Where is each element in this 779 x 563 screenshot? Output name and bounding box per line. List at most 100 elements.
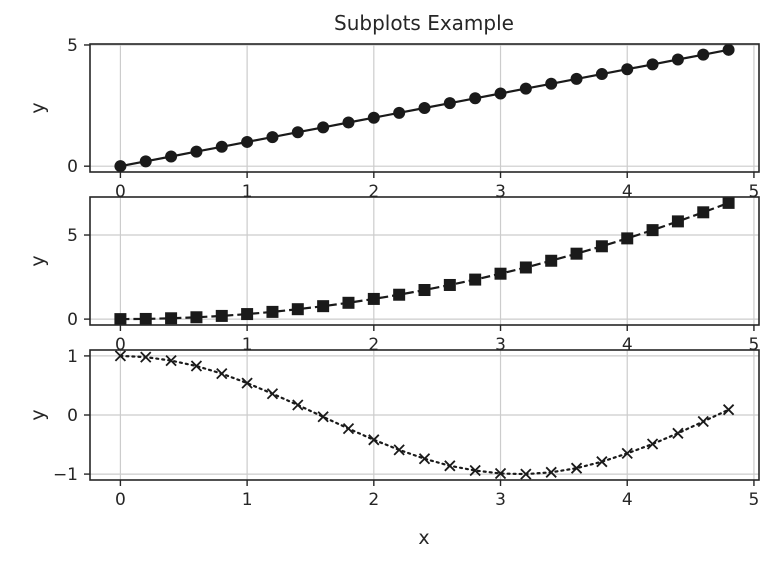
data-point bbox=[646, 438, 659, 450]
data-point bbox=[621, 232, 634, 245]
data-point bbox=[292, 399, 304, 411]
y-axis-label: y bbox=[27, 102, 49, 113]
data-point bbox=[342, 422, 355, 435]
x-tick-label: 3 bbox=[495, 182, 506, 202]
x-tick-label: 1 bbox=[242, 490, 253, 510]
y-tick-label: −1 bbox=[53, 465, 78, 485]
data-point bbox=[722, 197, 735, 209]
data-point bbox=[519, 261, 532, 274]
series-2 bbox=[114, 197, 735, 325]
series-1 bbox=[114, 44, 735, 172]
x-tick-label: 3 bbox=[495, 490, 506, 510]
data-point bbox=[469, 273, 482, 286]
x-tick-label: 0 bbox=[115, 335, 126, 355]
data-point bbox=[266, 131, 279, 144]
data-point bbox=[443, 278, 456, 291]
data-point bbox=[114, 160, 127, 172]
x-tick-label: 1 bbox=[242, 182, 253, 202]
series-3 bbox=[114, 350, 735, 480]
data-point bbox=[165, 312, 178, 325]
data-point bbox=[697, 415, 709, 428]
data-point bbox=[621, 63, 634, 76]
data-point bbox=[342, 296, 355, 309]
data-point bbox=[646, 58, 659, 71]
data-point bbox=[140, 351, 152, 363]
data-point bbox=[621, 447, 633, 460]
data-point bbox=[520, 468, 532, 480]
chart-title: Subplots Example bbox=[334, 11, 514, 35]
data-point bbox=[570, 72, 583, 85]
data-point bbox=[418, 102, 431, 114]
data-point bbox=[190, 145, 203, 158]
x-tick-label: 3 bbox=[495, 335, 506, 355]
x-tick-label: 2 bbox=[368, 490, 379, 510]
data-point bbox=[393, 106, 406, 119]
data-point bbox=[241, 135, 254, 148]
data-point bbox=[266, 305, 279, 318]
x-tick-label: 0 bbox=[115, 182, 126, 202]
data-point bbox=[317, 300, 330, 313]
x-tick-label: 5 bbox=[749, 490, 760, 510]
y-axis-label: y bbox=[27, 255, 49, 266]
y-axis-label: y bbox=[27, 409, 49, 420]
data-point bbox=[367, 111, 380, 124]
data-point bbox=[368, 434, 380, 446]
data-point bbox=[722, 44, 735, 56]
data-point bbox=[671, 53, 684, 66]
data-point bbox=[545, 466, 557, 478]
data-point bbox=[114, 350, 127, 362]
data-point bbox=[165, 354, 177, 367]
axes-frame bbox=[89, 196, 760, 326]
data-point bbox=[494, 267, 507, 280]
data-point bbox=[646, 224, 659, 237]
subplot-1: 0 5 0 1 2 3 4 5 y bbox=[27, 36, 760, 202]
data-point bbox=[469, 92, 482, 105]
y-tick-label: 5 bbox=[67, 36, 78, 56]
data-point bbox=[216, 367, 228, 380]
data-point bbox=[494, 467, 507, 480]
y-tick-label: 5 bbox=[67, 226, 78, 246]
data-point bbox=[545, 254, 558, 267]
data-point bbox=[697, 48, 710, 61]
data-point bbox=[291, 303, 304, 316]
data-point bbox=[241, 377, 253, 389]
data-point bbox=[215, 309, 228, 322]
data-point bbox=[545, 77, 558, 90]
data-point bbox=[393, 444, 405, 456]
x-tick-label: 1 bbox=[242, 335, 253, 355]
data-point bbox=[671, 215, 684, 228]
x-tick-label: 4 bbox=[622, 335, 633, 355]
data-point bbox=[215, 140, 228, 153]
data-point bbox=[367, 292, 380, 305]
data-point bbox=[443, 97, 456, 110]
x-tick-label: 2 bbox=[368, 182, 379, 202]
data-point bbox=[266, 388, 279, 400]
data-point bbox=[519, 82, 532, 95]
data-point bbox=[570, 247, 583, 260]
data-point bbox=[418, 453, 431, 465]
data-point bbox=[190, 360, 203, 372]
data-point bbox=[672, 427, 684, 439]
data-point bbox=[596, 456, 608, 468]
series-line bbox=[120, 201, 729, 321]
data-point bbox=[139, 312, 152, 325]
y-tick-label: 0 bbox=[67, 157, 78, 177]
data-point bbox=[469, 464, 481, 477]
data-point bbox=[190, 311, 203, 324]
data-point bbox=[114, 313, 127, 325]
y-tick-label: 0 bbox=[67, 406, 78, 426]
data-point bbox=[697, 206, 710, 219]
data-point bbox=[570, 462, 583, 474]
x-axis-label: x bbox=[418, 527, 429, 549]
x-tick-label: 4 bbox=[622, 182, 633, 202]
x-tick-label: 2 bbox=[368, 335, 379, 355]
subplot-2: 0 5 0 1 2 3 4 5 y bbox=[27, 196, 760, 355]
x-tick-label: 4 bbox=[622, 490, 633, 510]
data-point bbox=[494, 87, 507, 100]
data-point bbox=[139, 155, 152, 168]
x-tick-label: 0 bbox=[115, 490, 126, 510]
data-point bbox=[444, 460, 456, 472]
x-tick-label: 5 bbox=[749, 335, 760, 355]
data-point bbox=[342, 116, 355, 129]
data-point bbox=[317, 411, 329, 423]
